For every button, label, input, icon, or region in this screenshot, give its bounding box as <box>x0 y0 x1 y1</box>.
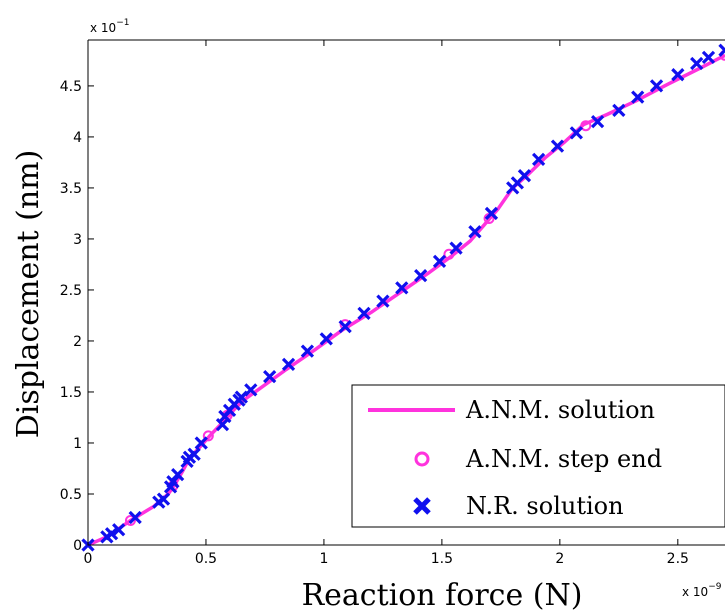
point-nr-solution <box>281 357 296 372</box>
y-tick-label: 1 <box>73 436 82 452</box>
legend-circle-swatch <box>414 451 430 467</box>
point-nr-solution <box>104 527 119 541</box>
point-nr-solution <box>649 79 664 93</box>
point-nr-solution <box>166 475 180 489</box>
point-nr-solution <box>187 447 201 461</box>
point-anm-step-end <box>580 120 592 132</box>
point-nr-solution <box>484 206 499 221</box>
point-nr-solution <box>517 169 532 183</box>
point-nr-solution <box>263 370 277 384</box>
x-axis-label: Reaction force (N) <box>302 578 583 612</box>
point-anm-step-end <box>339 319 351 331</box>
y-tick-label: 3.5 <box>60 181 82 197</box>
x-tick-label: 0 <box>84 551 93 567</box>
x-tick-label: 2 <box>555 551 564 567</box>
point-nr-solution <box>244 383 258 397</box>
point-nr-solution <box>550 139 565 153</box>
legend-label-anm-step-end: A.N.M. step end <box>465 445 662 473</box>
point-nr-solution <box>612 103 626 118</box>
y-axis-label: Displacement (nm) <box>11 150 46 439</box>
point-nr-solution <box>569 126 583 140</box>
point-nr-solution <box>395 281 409 295</box>
point-nr-solution <box>432 254 447 269</box>
point-nr-solution <box>701 50 716 64</box>
x-axis-multiplier: x 10−9 <box>682 582 722 599</box>
y-tick-label: 4 <box>73 130 82 146</box>
plot-area <box>81 43 725 552</box>
point-nr-solution <box>319 332 333 346</box>
point-nr-solution <box>156 492 171 506</box>
point-nr-solution <box>690 56 704 71</box>
point-nr-solution <box>171 467 185 482</box>
x-tick-label: 0.5 <box>195 551 217 567</box>
y-tick-label: 4.5 <box>60 79 82 95</box>
point-nr-solution <box>234 390 248 404</box>
y-tick-label: 0 <box>73 538 82 554</box>
point-anm-step-end <box>443 248 455 260</box>
point-nr-solution <box>414 269 428 283</box>
point-nr-solution <box>194 436 208 450</box>
point-nr-solution <box>300 344 315 358</box>
x-tick-label: 1 <box>319 551 328 567</box>
y-tick-label: 2.5 <box>60 283 82 299</box>
legend-label-anm-solution: A.N.M. solution <box>465 396 655 424</box>
y-tick-label: 2 <box>73 334 82 350</box>
legend-x-swatch <box>413 497 431 515</box>
y-axis-multiplier: x 10−1 <box>90 18 129 35</box>
axes: 0 0.5 1 1.5 2 2.5 0 0.5 1 1.5 2 2.5 3 3.5 4 4.5 <box>60 39 725 567</box>
point-nr-solution <box>468 225 482 239</box>
point-nr-solution <box>590 114 605 129</box>
legend: A.N.M. solution A.N.M. step end N.R. sol… <box>351 384 725 528</box>
point-nr-solution <box>128 510 142 525</box>
point-nr-solution <box>631 90 645 104</box>
point-anm-step-end <box>124 515 136 527</box>
legend-label-nr-solution: N.R. solution <box>466 492 624 520</box>
point-nr-solution <box>531 152 546 166</box>
point-nr-solution <box>112 523 126 537</box>
x-tick-label: 2.5 <box>667 551 689 567</box>
y-tick-label: 1.5 <box>60 385 82 401</box>
point-nr-solution <box>671 68 685 82</box>
y-tick-label: 3 <box>73 232 82 248</box>
point-anm-step-end <box>202 430 214 442</box>
y-tick-label: 0.5 <box>60 487 82 503</box>
point-nr-solution <box>376 294 390 308</box>
point-nr-solution <box>357 306 371 321</box>
point-nr-solution <box>338 320 352 334</box>
point-nr-solution <box>718 43 725 57</box>
x-tick-label: 1.5 <box>431 551 453 567</box>
point-nr-solution <box>449 241 463 255</box>
